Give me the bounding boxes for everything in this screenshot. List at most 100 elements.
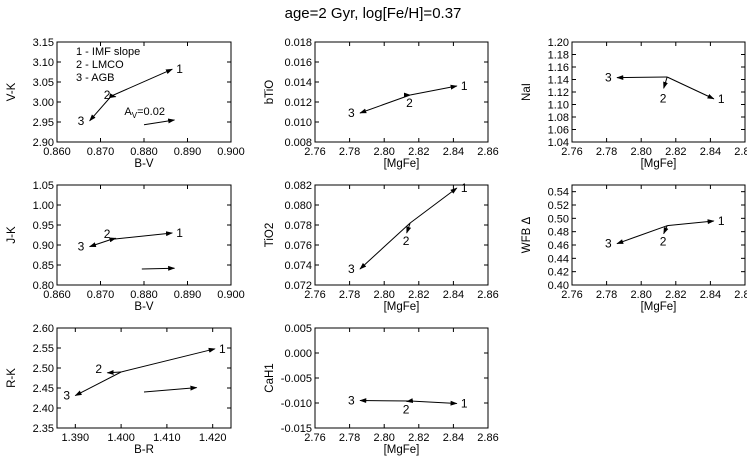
y-tick-label: 3.10 xyxy=(33,57,54,69)
x-tick-label: 2.76 xyxy=(561,289,582,301)
legend-entry: 2 - LMCO xyxy=(76,59,124,71)
arrow-1 xyxy=(410,400,458,406)
x-tick-label: 2.76 xyxy=(304,146,325,158)
arrow-2 xyxy=(663,76,668,89)
y-tick-label: 0.42 xyxy=(548,267,569,279)
x-axis-label: [MgFe] xyxy=(384,158,420,170)
plot-frame xyxy=(314,327,489,429)
plot-frame xyxy=(314,184,489,286)
y-tick-label: 1.18 xyxy=(548,50,569,62)
arrow-1 xyxy=(120,347,216,373)
y-tick-label: 0.95 xyxy=(33,220,54,232)
y-axis-label: TiO2 xyxy=(264,223,276,248)
panel-wfb: 2.76 2.78 2.80 2.82 2.84 2.86 0.400.42 0.440.46… xyxy=(521,184,747,313)
x-tick-label: 2.78 xyxy=(339,289,360,301)
panel-rk: 1.390 1.400 1.410 1.420 2.35 2.40 2.45 2.50 2.55… xyxy=(6,323,232,456)
point-label-2: 2 xyxy=(95,362,102,376)
x-tick-label: 2.76 xyxy=(304,289,325,301)
arrow-1 xyxy=(111,68,173,97)
x-tick-label: 2.76 xyxy=(561,146,582,158)
x-tick-label: 2.86 xyxy=(477,289,498,301)
y-tick-label: 0.52 xyxy=(548,200,569,212)
reddening-annotation: AV=0.02 xyxy=(124,106,165,120)
point-label-3: 3 xyxy=(605,71,612,85)
y-tick-label: 0.018 xyxy=(284,37,312,49)
y-tick-label: 0.85 xyxy=(33,260,54,272)
x-tick-label: 0.860 xyxy=(43,289,71,301)
y-tick-label: 0.48 xyxy=(548,227,569,239)
y-tick-label: 2.35 xyxy=(33,423,54,435)
x-tick-label: 1.390 xyxy=(62,432,90,444)
y-tick-label: 2.55 xyxy=(33,343,54,355)
x-axis-label: [MgFe] xyxy=(384,444,420,456)
arrow-3 xyxy=(74,371,122,397)
x-tick-label: 2.82 xyxy=(408,289,429,301)
y-tick-label: 0.000 xyxy=(284,348,312,360)
x-tick-label: 0.900 xyxy=(217,146,245,158)
point-label-2: 2 xyxy=(403,403,410,417)
x-tick-label: 2.86 xyxy=(734,289,747,301)
y-tick-label: 0.072 xyxy=(284,280,312,292)
y-tick-label: 1.14 xyxy=(548,75,569,87)
x-tick-label: 2.80 xyxy=(630,289,651,301)
y-axis-label: NaI xyxy=(521,83,533,101)
y-tick-label: 1.08 xyxy=(548,112,569,124)
x-tick-label: 2.80 xyxy=(373,146,394,158)
point-label-3: 3 xyxy=(78,114,85,128)
x-tick-label: 2.82 xyxy=(408,146,429,158)
y-tick-label: 0.010 xyxy=(284,117,312,129)
plot-frame xyxy=(56,327,232,429)
y-tick-label: 3.15 xyxy=(33,37,54,49)
arrow-3 xyxy=(616,75,668,80)
y-axis-label: bTiO xyxy=(264,80,276,105)
point-label-3: 3 xyxy=(348,262,355,276)
y-tick-label: 2.50 xyxy=(33,363,54,375)
point-label-1: 1 xyxy=(461,79,468,93)
x-tick-label: 2.80 xyxy=(630,146,651,158)
point-label-1: 1 xyxy=(176,62,183,76)
y-tick-label: 0.016 xyxy=(284,57,312,69)
point-label-1: 1 xyxy=(718,92,725,106)
x-tick-label: 0.890 xyxy=(174,146,202,158)
y-tick-label: 2.60 xyxy=(33,323,54,335)
arrow-1 xyxy=(409,187,458,224)
point-label-2: 2 xyxy=(104,227,111,241)
y-tick-label: 0.90 xyxy=(33,240,54,252)
y-axis-label: R-K xyxy=(6,368,18,388)
x-axis-label: [MgFe] xyxy=(384,301,420,313)
x-tick-label: 2.78 xyxy=(596,289,617,301)
x-tick-label: 2.84 xyxy=(443,146,464,158)
y-tick-label: 1.06 xyxy=(548,125,569,137)
x-tick-label: 2.76 xyxy=(304,432,325,444)
arrow-3 xyxy=(88,238,112,248)
legend-entry: 1 - IMF slope xyxy=(76,46,140,58)
y-tick-label: 1.20 xyxy=(548,37,569,49)
arrow-1 xyxy=(667,219,715,227)
x-tick-label: 0.900 xyxy=(217,289,245,301)
point-label-3: 3 xyxy=(63,389,70,403)
arrow-3 xyxy=(359,94,411,114)
reddening-arrow xyxy=(143,118,176,126)
point-label-3: 3 xyxy=(78,240,85,254)
point-label-2: 2 xyxy=(660,235,667,249)
plot-frame xyxy=(314,41,489,143)
y-tick-label: 0.078 xyxy=(284,220,312,232)
arrow-3 xyxy=(616,225,668,245)
y-tick-label: 1.10 xyxy=(548,100,569,112)
y-axis-label: V-K xyxy=(6,82,18,101)
y-tick-label: 0.014 xyxy=(284,77,312,89)
x-tick-label: 2.80 xyxy=(373,289,394,301)
arrow-1 xyxy=(666,76,715,100)
x-tick-label: 2.82 xyxy=(665,146,686,158)
y-tick-label: 0.076 xyxy=(284,240,312,252)
x-tick-label: 1.410 xyxy=(153,432,181,444)
point-label-2: 2 xyxy=(406,96,413,110)
x-tick-label: 0.860 xyxy=(43,146,71,158)
y-tick-label: 0.074 xyxy=(284,260,312,272)
point-label-1: 1 xyxy=(718,214,725,228)
point-label-2: 2 xyxy=(403,234,410,248)
arrow-2 xyxy=(109,93,117,99)
x-axis-label: B-V xyxy=(134,158,154,170)
y-tick-label: 0.005 xyxy=(284,323,312,335)
y-tick-label: 1.04 xyxy=(548,137,569,149)
